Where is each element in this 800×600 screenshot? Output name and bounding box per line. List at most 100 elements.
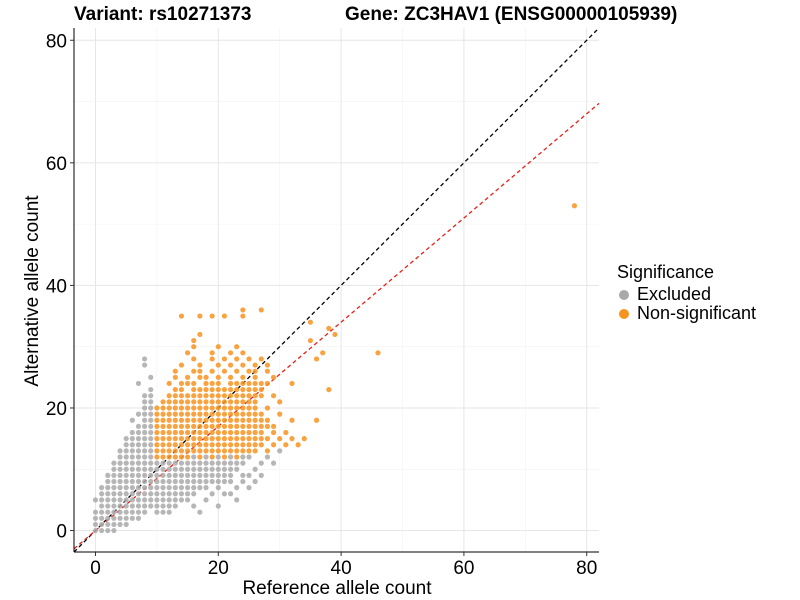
y-tick-label: 20 [46, 399, 67, 420]
point-non-significant [240, 386, 246, 393]
point-excluded [129, 442, 135, 448]
point-non-significant [197, 454, 203, 460]
point-excluded [111, 521, 117, 528]
point-non-significant [289, 436, 295, 442]
point-excluded [178, 491, 185, 497]
point-excluded [215, 460, 221, 466]
point-non-significant [166, 436, 172, 442]
point-non-significant [240, 429, 246, 436]
point-excluded [197, 466, 203, 472]
point-non-significant [209, 393, 215, 399]
point-non-significant [571, 203, 578, 209]
point-non-significant [227, 380, 234, 387]
point-non-significant [215, 380, 221, 387]
point-non-significant [221, 448, 228, 454]
point-non-significant [203, 429, 209, 436]
point-excluded [148, 497, 154, 503]
point-excluded [142, 478, 148, 485]
point-non-significant [221, 313, 228, 319]
point-non-significant [209, 350, 215, 356]
point-excluded [142, 399, 148, 405]
point-non-significant [240, 393, 246, 399]
point-non-significant [283, 442, 289, 448]
point-excluded [129, 454, 135, 460]
point-excluded [148, 448, 154, 454]
point-non-significant [270, 423, 277, 429]
point-excluded [215, 503, 221, 509]
point-excluded [111, 497, 117, 503]
point-non-significant [258, 356, 264, 362]
point-excluded [135, 442, 142, 448]
point-excluded [160, 472, 166, 478]
point-non-significant [227, 362, 234, 368]
point-excluded [197, 472, 203, 478]
point-non-significant [178, 405, 185, 411]
point-excluded [123, 442, 129, 448]
point-non-significant [191, 344, 197, 350]
point-non-significant [234, 368, 240, 374]
point-non-significant [191, 429, 197, 436]
point-excluded [142, 497, 148, 503]
point-non-significant [252, 405, 258, 411]
point-non-significant [172, 399, 178, 405]
point-non-significant [227, 448, 234, 454]
point-non-significant [283, 429, 289, 436]
point-non-significant [160, 423, 166, 429]
point-non-significant [240, 442, 246, 448]
point-non-significant [240, 411, 246, 417]
point-non-significant [252, 380, 258, 387]
point-excluded [234, 466, 240, 472]
point-excluded [166, 466, 172, 472]
point-excluded [221, 460, 228, 466]
point-excluded [105, 503, 111, 509]
point-non-significant [246, 429, 252, 436]
point-non-significant [258, 417, 264, 423]
point-non-significant [246, 448, 252, 454]
point-excluded [277, 448, 283, 454]
point-non-significant [264, 423, 271, 429]
point-excluded [129, 509, 135, 515]
point-non-significant [178, 386, 185, 393]
point-non-significant [320, 350, 326, 356]
point-excluded [117, 521, 123, 528]
point-excluded [142, 423, 148, 429]
point-excluded [111, 515, 117, 521]
point-non-significant [264, 368, 271, 374]
point-non-significant [227, 399, 234, 405]
point-non-significant [234, 429, 240, 436]
point-excluded [240, 460, 246, 466]
point-excluded [129, 460, 135, 466]
point-non-significant [203, 386, 209, 393]
point-excluded [135, 478, 142, 485]
point-excluded [135, 472, 142, 478]
point-excluded [135, 491, 142, 497]
point-non-significant [258, 442, 264, 448]
point-excluded [264, 454, 271, 460]
point-non-significant [227, 350, 234, 356]
point-non-significant [209, 356, 215, 362]
point-non-significant [252, 399, 258, 405]
point-excluded [191, 478, 197, 485]
point-excluded [184, 491, 191, 497]
x-tick-label: 40 [331, 558, 352, 579]
point-excluded [148, 472, 154, 478]
point-non-significant [197, 399, 203, 405]
point-excluded [117, 491, 123, 497]
point-non-significant [227, 374, 234, 380]
point-excluded [184, 497, 191, 503]
point-excluded [166, 497, 172, 503]
point-non-significant [252, 368, 258, 374]
point-non-significant [191, 405, 197, 411]
point-excluded [111, 503, 117, 509]
point-non-significant [172, 423, 178, 429]
point-excluded [197, 485, 203, 491]
point-excluded [178, 478, 185, 485]
point-non-significant [240, 350, 246, 356]
point-non-significant [270, 374, 277, 380]
point-excluded [135, 485, 142, 491]
point-non-significant [277, 399, 283, 405]
point-non-significant [178, 362, 185, 368]
point-non-significant [246, 356, 252, 362]
point-non-significant [209, 405, 215, 411]
point-excluded [160, 466, 166, 472]
